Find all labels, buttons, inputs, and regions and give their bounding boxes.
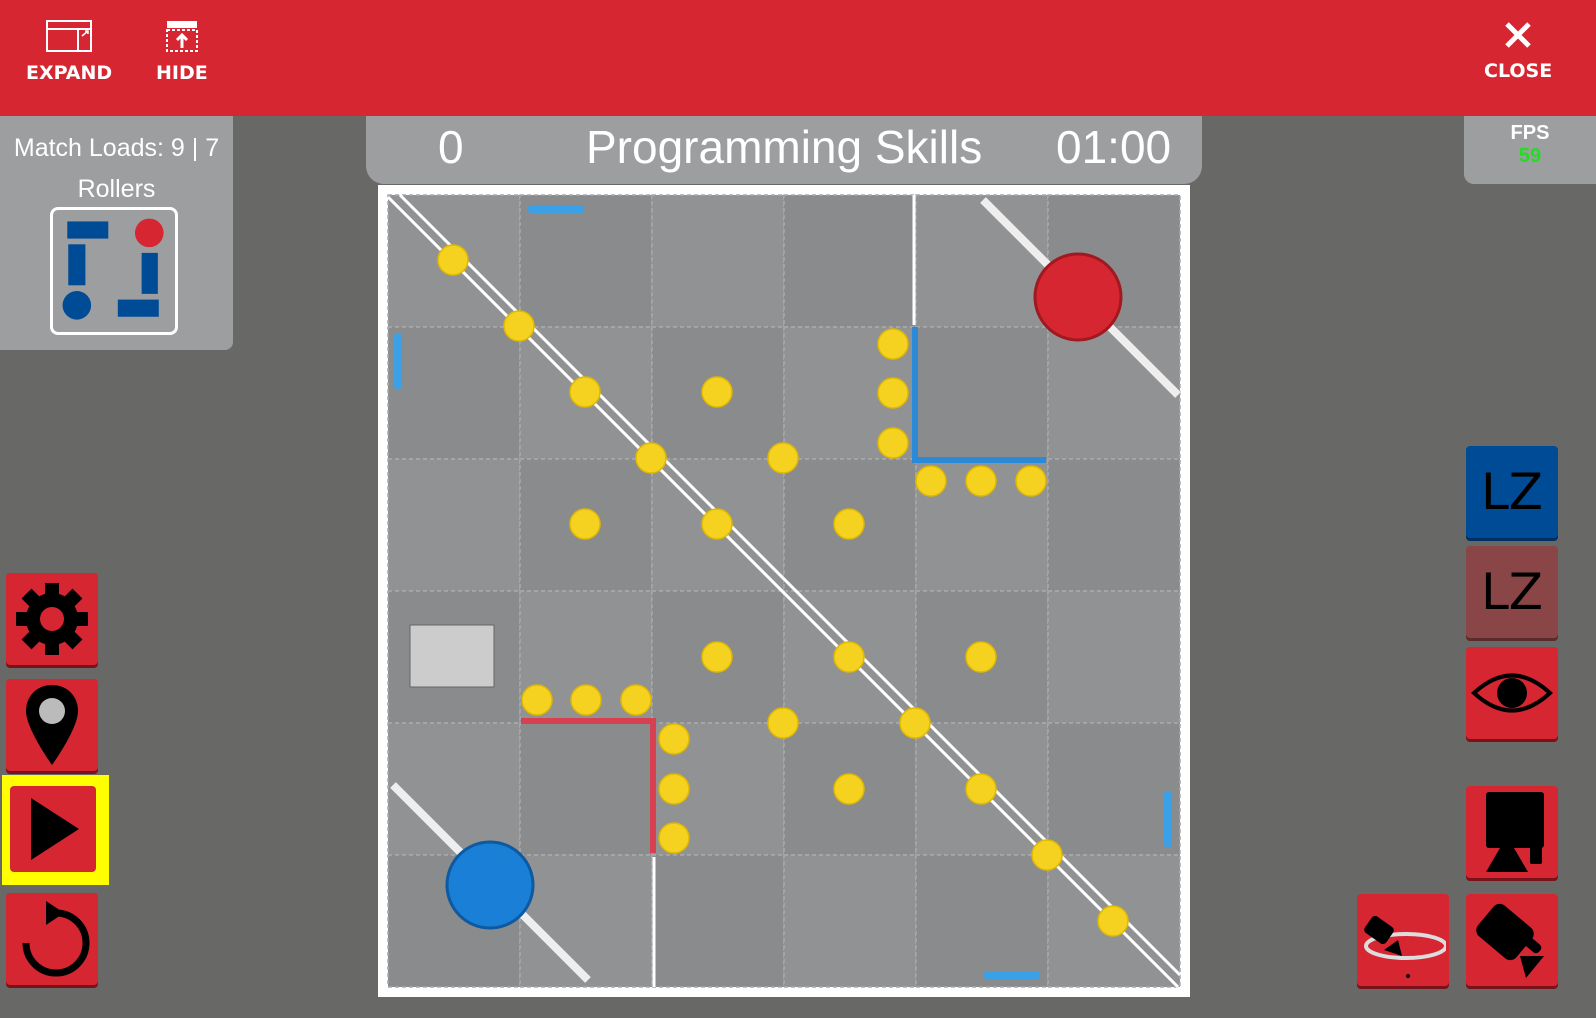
field-tile <box>519 194 653 328</box>
field-tile <box>387 326 521 460</box>
fps-label: FPS <box>1510 122 1550 144</box>
disc <box>701 508 733 540</box>
disc <box>833 773 865 805</box>
position-button[interactable] <box>6 679 98 771</box>
game-field <box>378 185 1190 997</box>
disc <box>569 376 601 408</box>
field-tile <box>783 854 917 988</box>
disc <box>877 427 909 459</box>
field-tile <box>651 854 785 988</box>
rollers-status-map <box>50 207 178 335</box>
gear-icon <box>16 583 88 655</box>
disc <box>635 442 667 474</box>
blue-low-goal-barrier <box>912 327 1046 463</box>
field-tile <box>1047 590 1181 724</box>
roller <box>1164 791 1172 847</box>
play-button[interactable] <box>10 786 96 872</box>
close-icon <box>1505 22 1531 48</box>
disc <box>658 723 690 755</box>
robot <box>409 624 495 688</box>
disc <box>503 310 535 342</box>
field-tile <box>387 722 521 856</box>
disc <box>965 641 997 673</box>
disc <box>965 773 997 805</box>
field-tile <box>915 854 1049 988</box>
disc <box>437 244 469 276</box>
top-bar: EXPAND HIDE CLOSE <box>0 0 1596 116</box>
red-low-goal-barrier <box>521 718 656 853</box>
settings-button[interactable] <box>6 573 98 665</box>
score: 0 <box>438 121 464 173</box>
field-tile <box>651 194 785 328</box>
disc <box>620 684 652 716</box>
blue-loading-zone-button[interactable]: LZ <box>1466 446 1558 538</box>
disc <box>833 508 865 540</box>
disc <box>915 465 947 497</box>
lz-red-label: LZ <box>1480 563 1544 621</box>
disc <box>899 707 931 739</box>
field-tile <box>519 854 653 988</box>
disc <box>965 465 997 497</box>
orbit-camera-icon <box>1364 915 1446 978</box>
field-tile <box>783 194 917 328</box>
red-high-goal <box>1033 252 1123 342</box>
follow-camera-icon <box>1476 903 1544 978</box>
fps-panel: FPS 59 <box>1464 116 1596 184</box>
expand-button[interactable]: EXPAND <box>26 20 112 84</box>
roller <box>394 333 402 389</box>
disc <box>701 641 733 673</box>
lz-blue-label: LZ <box>1480 463 1544 521</box>
disc <box>658 822 690 854</box>
disc <box>1097 905 1129 937</box>
red-loading-zone-button[interactable]: LZ <box>1466 546 1558 638</box>
reset-button[interactable] <box>6 893 98 985</box>
fps-value: 59 <box>1518 145 1542 167</box>
orbit-camera-button[interactable] <box>1357 894 1449 986</box>
blue-high-goal <box>445 840 535 930</box>
field-tile <box>1047 326 1181 460</box>
map-pin-icon <box>26 685 78 765</box>
disc <box>569 508 601 540</box>
view-button[interactable] <box>1466 647 1558 739</box>
field-tile <box>915 194 1049 328</box>
robot-camera-icon <box>1486 792 1544 872</box>
field-tile <box>915 326 1049 460</box>
field-tile <box>1047 722 1181 856</box>
field-tile <box>387 458 521 592</box>
roller <box>528 205 584 213</box>
hide-icon <box>165 21 198 52</box>
close-label: CLOSE <box>1484 60 1553 82</box>
eye-icon <box>1471 673 1553 713</box>
expand-label: EXPAND <box>26 62 113 84</box>
play-icon <box>31 798 79 860</box>
disc <box>1015 465 1047 497</box>
follow-camera-button[interactable] <box>1466 894 1558 986</box>
info-panel: Match Loads: 9 | 7 Rollers <box>0 116 233 350</box>
mode-title: Programming Skills <box>586 121 983 173</box>
field-tile <box>519 722 653 856</box>
field-tile <box>1047 458 1181 592</box>
disc <box>570 684 602 716</box>
disc <box>521 684 553 716</box>
disc <box>833 641 865 673</box>
roller <box>984 971 1040 979</box>
disc <box>877 328 909 360</box>
disc <box>701 376 733 408</box>
rollers-label: Rollers <box>77 175 156 203</box>
disc <box>1031 839 1063 871</box>
disc <box>877 377 909 409</box>
timer: 01:00 <box>1056 121 1172 173</box>
hide-button[interactable]: HIDE <box>156 20 208 84</box>
hide-label: HIDE <box>156 62 208 84</box>
close-button[interactable]: CLOSE <box>1484 20 1552 82</box>
scoreboard: 0 Programming Skills 01:00 <box>366 116 1202 184</box>
expand-icon <box>46 20 93 52</box>
disc <box>767 707 799 739</box>
reset-icon <box>22 901 90 977</box>
disc <box>658 773 690 805</box>
robot-camera-button[interactable] <box>1466 786 1558 878</box>
match-loads: Match Loads: 9 | 7 <box>13 134 220 162</box>
disc <box>767 442 799 474</box>
